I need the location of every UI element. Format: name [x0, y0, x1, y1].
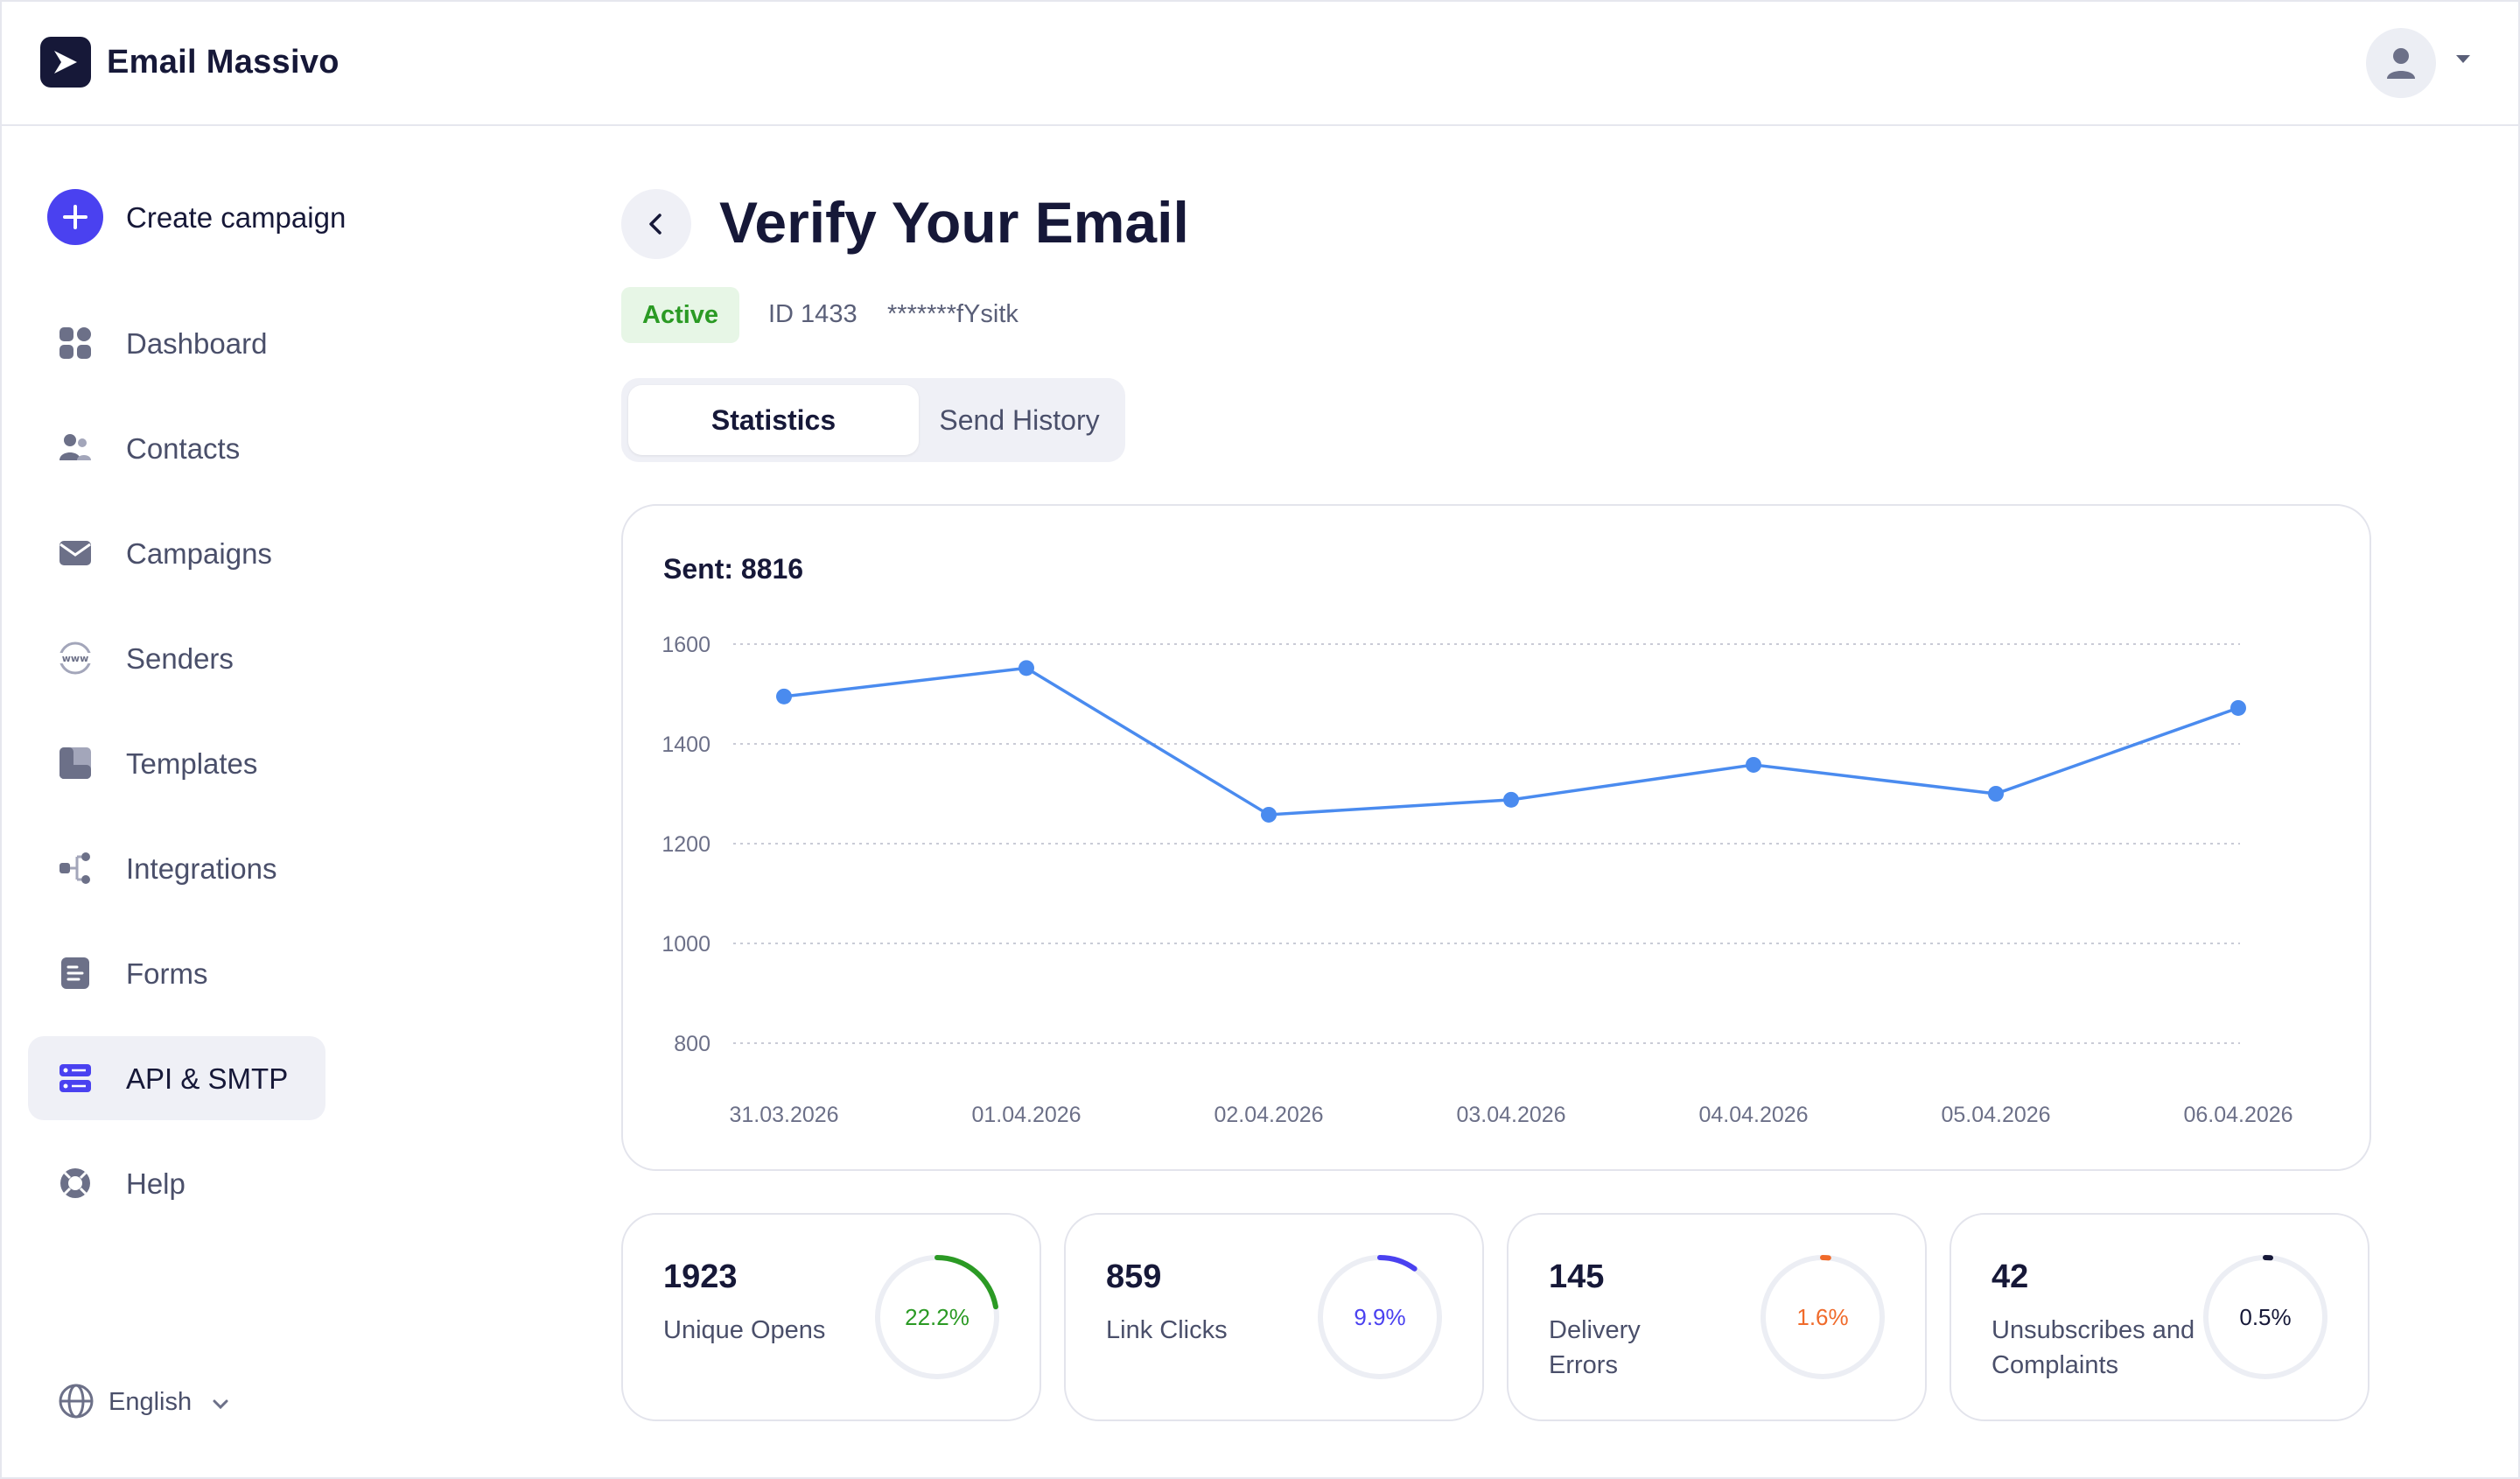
stat-value: 42 — [1992, 1258, 2029, 1295]
create-campaign-label: Create campaign — [126, 201, 346, 234]
back-button[interactable] — [621, 189, 691, 259]
x-tick-label: 06.04.2026 — [2183, 1103, 2292, 1127]
x-tick-label: 02.04.2026 — [1214, 1103, 1323, 1127]
stat-value: 1923 — [663, 1258, 738, 1295]
line-chart: 1600 1400 1200 1000 800 31.03.2026 01.04.2026 0… — [662, 633, 2292, 1127]
logo-icon[interactable] — [40, 37, 91, 88]
sidebar-item-dashboard[interactable]: Dashboard — [28, 301, 326, 385]
x-tick-label: 05.04.2026 — [1941, 1103, 2050, 1127]
language-selector[interactable]: English — [58, 1381, 250, 1423]
sent-chart-card: Sent: 8816 1600 1400 1200 1000 800 31.03.2026… — [621, 504, 2371, 1171]
y-tick-label: 1000 — [662, 932, 710, 957]
senders-www-icon: www — [58, 641, 93, 675]
sidebar-item-label: Templates — [126, 747, 258, 780]
campaigns-icon — [60, 541, 91, 565]
language-label: English — [108, 1388, 192, 1416]
data-point[interactable] — [1261, 806, 1277, 823]
ring-progress — [875, 1255, 999, 1379]
ring-progress — [1760, 1255, 1885, 1379]
stat-label: Delivery Errors — [1549, 1316, 1641, 1379]
y-tick-label: 1400 — [662, 732, 710, 757]
sidebar-item-label: Help — [126, 1167, 186, 1200]
x-tick-label: 03.04.2026 — [1456, 1103, 1565, 1127]
data-point[interactable] — [776, 688, 792, 704]
sidebar-item-label: Campaigns — [126, 537, 272, 570]
sidebar-item-api-smtp[interactable]: API & SMTP — [28, 1036, 326, 1120]
progress-ring — [1318, 1255, 1442, 1379]
stat-percent: 0.5% — [2239, 1304, 2292, 1330]
x-tick-label: 04.04.2026 — [1698, 1103, 1808, 1127]
chevron-left-icon — [649, 214, 662, 235]
data-point[interactable] — [1746, 756, 1761, 773]
contacts-icon — [60, 434, 91, 460]
sidebar-item-senders[interactable]: www Senders — [28, 616, 326, 700]
data-point[interactable] — [2230, 699, 2246, 716]
y-tick-label: 1200 — [662, 832, 710, 857]
stat-card-unsubscribes: 42 Unsubscribes and Complaints 0.5% — [1950, 1213, 2370, 1421]
sidebar-item-label: Dashboard — [126, 327, 268, 360]
stat-label: Unsubscribes and Complaints — [1992, 1316, 2195, 1379]
stat-percent: 9.9% — [1354, 1304, 1406, 1330]
app-name: Email Massivo — [107, 44, 340, 81]
sidebar-item-help[interactable]: Help — [28, 1141, 326, 1225]
dashboard-icon — [60, 327, 91, 359]
data-point[interactable] — [1988, 786, 2004, 802]
stat-percent: 22.2% — [905, 1304, 970, 1330]
top-header: Email Massivo — [0, 0, 2520, 126]
y-tick-label: 800 — [674, 1032, 710, 1056]
sidebar-item-templates[interactable]: Templates — [28, 721, 326, 805]
sidebar-item-forms[interactable]: Forms — [28, 931, 326, 1015]
stat-card-unique-opens: 1923 Unique Opens 22.2% — [621, 1213, 1041, 1421]
sidebar-item-label: Contacts — [126, 432, 241, 465]
stat-card-delivery-errors: 145 Delivery Errors 1.6% — [1507, 1213, 1927, 1421]
help-icon — [60, 1168, 90, 1198]
sidebar-item-campaigns[interactable]: Campaigns — [28, 511, 326, 595]
sidebar-item-label: Forms — [126, 957, 208, 990]
chart-title: Sent: 8816 — [663, 553, 804, 585]
progress-ring — [2203, 1255, 2328, 1379]
ring-progress — [1318, 1255, 1442, 1379]
sidebar-item-contacts[interactable]: Contacts — [28, 406, 326, 490]
x-tick-label: 01.04.2026 — [971, 1103, 1081, 1127]
integrations-icon — [60, 852, 90, 884]
y-tick-label: 1600 — [662, 633, 710, 657]
masked-key: *******fYsitk — [887, 300, 1018, 328]
stat-value: 145 — [1549, 1258, 1605, 1295]
templates-icon — [60, 747, 91, 779]
ring-progress — [2203, 1255, 2328, 1379]
stat-percent: 1.6% — [1796, 1304, 1849, 1330]
sidebar-item-integrations[interactable]: Integrations — [28, 826, 326, 910]
view-tabs: Statistics Send History — [621, 378, 1125, 462]
sidebar-item-label: API & SMTP — [126, 1062, 289, 1095]
progress-ring — [1760, 1255, 1885, 1379]
x-tick-label: 31.03.2026 — [729, 1103, 838, 1127]
data-point[interactable] — [1503, 791, 1519, 808]
create-campaign-button[interactable]: Create campaign — [47, 187, 380, 247]
user-avatar[interactable] — [2366, 28, 2436, 98]
stat-label: Link Clicks — [1106, 1316, 1228, 1344]
sidebar-item-label: Senders — [126, 642, 234, 675]
chevron-down-icon[interactable] — [2455, 54, 2471, 65]
sidebar-item-label: Integrations — [126, 852, 277, 885]
globe-icon — [59, 1384, 94, 1419]
status-badge: Active — [621, 287, 740, 343]
plus-icon — [47, 189, 103, 245]
stat-card-link-clicks: 859 Link Clicks 9.9% — [1064, 1213, 1484, 1421]
forms-icon — [61, 957, 89, 989]
chevron-down-icon — [213, 1399, 228, 1410]
tab-statistics[interactable]: Statistics — [628, 385, 919, 455]
progress-ring — [875, 1255, 999, 1379]
stat-value: 859 — [1106, 1258, 1162, 1295]
tab-send-history[interactable]: Send History — [939, 404, 1100, 436]
stat-label: Unique Opens — [663, 1316, 826, 1344]
svg-text:www: www — [62, 653, 89, 664]
data-point[interactable] — [1018, 660, 1034, 676]
page-title: Verify Your Email — [719, 190, 1189, 255]
api-smtp-icon — [60, 1064, 91, 1092]
campaign-id: ID 1433 — [768, 300, 858, 328]
